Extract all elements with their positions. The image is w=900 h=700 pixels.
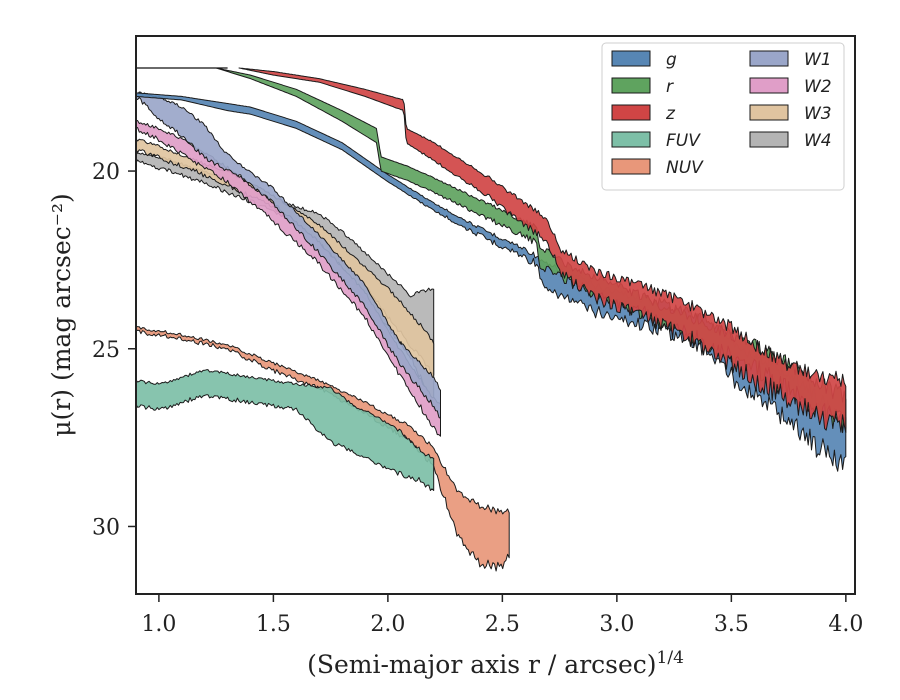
legend-label-z: z bbox=[665, 104, 676, 124]
band-w1 bbox=[136, 91, 441, 419]
legend-label-nuv: NUV bbox=[666, 158, 704, 178]
y-tick-label: 20 bbox=[92, 160, 120, 185]
y-tick-label: 25 bbox=[92, 338, 120, 363]
y-axis-label: μ(r) (mag arcsec⁻²) bbox=[47, 193, 76, 436]
legend-swatch-r bbox=[611, 77, 651, 94]
x-tick-label: 4.0 bbox=[828, 612, 863, 637]
x-tick-label: 1.5 bbox=[256, 612, 291, 637]
legend-label-r: r bbox=[666, 77, 674, 97]
band-fuv bbox=[136, 369, 435, 491]
band-nuv bbox=[136, 325, 510, 572]
legend-label-g: g bbox=[666, 50, 677, 70]
legend-swatch-nuv bbox=[611, 158, 651, 175]
band-z bbox=[238, 67, 847, 433]
legend-swatch-w1 bbox=[749, 50, 789, 67]
legend-swatch-w3 bbox=[749, 104, 789, 121]
legend-swatch-fuv bbox=[611, 131, 651, 148]
x-tick-label: 3.0 bbox=[599, 612, 634, 637]
plot-area bbox=[136, 67, 847, 572]
legend-swatch-z bbox=[611, 104, 651, 121]
x-tick-label: 1.0 bbox=[141, 612, 176, 637]
legend-label-w1: W1 bbox=[804, 50, 832, 70]
legend-label-w3: W3 bbox=[804, 104, 832, 124]
x-tick-label: 2.5 bbox=[485, 612, 520, 637]
axes-frame bbox=[135, 35, 856, 595]
legend-swatch-g bbox=[611, 50, 651, 67]
legend-swatch-w4 bbox=[749, 131, 789, 148]
x-tick-label: 2.0 bbox=[370, 612, 405, 637]
x-tick-label: 3.5 bbox=[714, 612, 749, 637]
band-g bbox=[136, 92, 847, 472]
x-axis-label: (Semi-major axis r / arcsec)1/4 bbox=[307, 648, 684, 679]
legend: grz FUV NUV W1 W2 W3 W4 bbox=[601, 42, 845, 191]
legend-label-w2: W2 bbox=[804, 77, 832, 97]
legend-label-fuv: FUV bbox=[666, 131, 701, 151]
legend-swatch-w2 bbox=[749, 77, 789, 94]
y-tick-label: 30 bbox=[92, 515, 120, 540]
legend-label-w4: W4 bbox=[804, 131, 832, 151]
